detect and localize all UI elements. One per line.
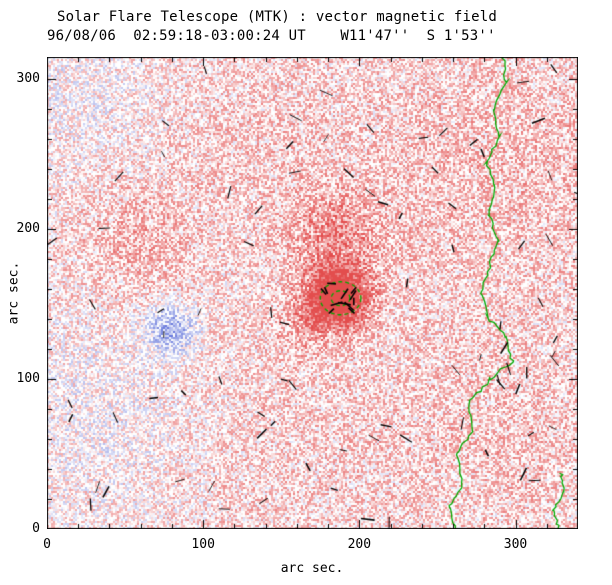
chart-subtitle: 96/08/06 02:59:18-03:00:24 UT W11'47'' S…	[47, 28, 496, 44]
x-tick-label: 100	[191, 537, 215, 552]
x-axis-label: arc sec.	[280, 561, 344, 576]
chart-title: Solar Flare Telescope (MTK) : vector mag…	[57, 9, 498, 25]
x-tick-label: 0	[43, 537, 51, 552]
x-tick-label: 200	[347, 537, 372, 552]
y-tick-label: 300	[16, 71, 40, 87]
y-tick-label: 0	[32, 521, 40, 536]
x-tick-label: 300	[503, 537, 528, 552]
y-tick-label: 200	[16, 221, 40, 237]
y-axis-label: arc sec.	[6, 261, 22, 325]
plot-canvas	[47, 57, 578, 529]
y-tick-label: 100	[16, 371, 40, 387]
